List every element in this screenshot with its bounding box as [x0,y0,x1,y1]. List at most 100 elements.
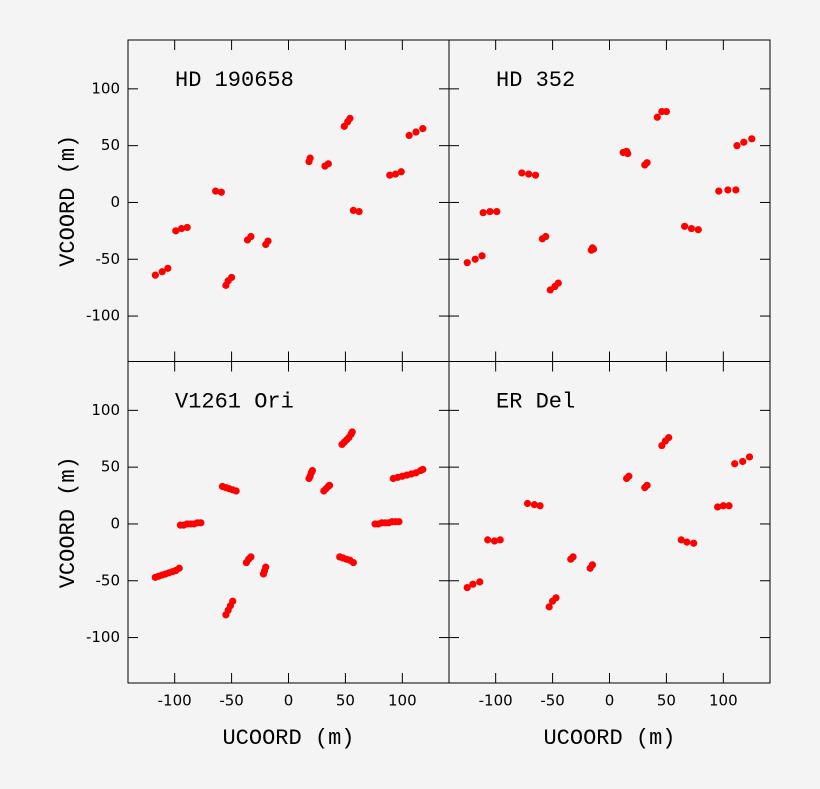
point [469,580,477,588]
point [325,481,334,489]
point [463,583,471,592]
point [349,558,357,567]
point [569,553,577,561]
point [525,170,533,178]
point [681,222,689,230]
point [554,279,562,287]
panel-title: HD 190658 [175,68,294,93]
point [714,503,722,511]
point [486,207,494,216]
point [395,518,403,526]
point [725,502,733,510]
point [183,223,191,232]
point [405,131,413,140]
point [493,207,501,216]
point [227,273,236,282]
point [745,453,754,461]
point [463,259,471,267]
point [471,255,479,263]
y-tick-label: 50 [101,458,120,476]
x-tick-label: -100 [479,692,513,710]
panel-title: ER Del [496,389,575,414]
point [536,502,544,510]
x-tick-label: 100 [388,692,417,710]
point [552,594,560,602]
x-tick-label: -50 [540,692,565,710]
point [164,264,172,272]
y-axis-label: VCOORD (m) [56,135,81,267]
point [478,252,486,260]
point [643,159,651,167]
panel-title: HD 352 [496,68,575,93]
point [479,209,487,217]
point [530,501,538,509]
point [643,481,651,489]
point [740,138,748,146]
x-tick-label: 0 [284,692,294,710]
point [731,460,739,468]
point [419,125,427,133]
point [748,135,756,143]
point [715,187,723,195]
y-tick-label: 0 [110,514,120,532]
x-tick-label: -50 [219,692,244,710]
y-tick-label: -100 [86,628,120,646]
point [683,538,691,546]
panel-frame [448,361,771,684]
point [264,237,272,245]
point [687,224,696,233]
point [386,171,394,179]
point [324,160,332,168]
point [355,207,363,216]
point [665,434,673,442]
point [232,487,240,495]
x-tick-label: 50 [336,692,355,710]
point [484,536,492,544]
point [588,561,597,569]
point [733,142,741,150]
point [518,169,526,177]
x-tick-label: 50 [657,692,676,710]
point [545,603,553,611]
point [419,465,427,474]
point [625,472,633,480]
point [739,457,747,466]
point [476,578,484,586]
x-tick-label: 0 [605,692,615,710]
point [412,128,420,136]
y-tick-label: 100 [91,401,120,419]
point [212,187,220,195]
point [348,428,356,436]
y-tick-label: 100 [91,79,120,97]
point [306,154,314,162]
y-tick-label: -50 [96,571,121,589]
y-tick-label: -100 [86,307,120,325]
point [719,502,727,510]
x-axis-label: UCOORD (m) [222,726,354,751]
x-axis-label: UCOORD (m) [543,726,675,751]
point [724,186,732,194]
point [624,150,632,158]
point [694,226,702,234]
point [349,206,357,215]
point [589,245,598,253]
point [531,171,540,179]
point [177,224,186,233]
point [197,519,205,527]
x-tick-label: 100 [709,692,738,710]
panel-title: V1261 Ori [175,389,294,414]
y-axis-label: VCOORD (m) [56,456,81,588]
point [229,597,237,605]
y-tick-label: 0 [110,193,120,211]
point [542,232,550,241]
point [247,553,255,561]
point [391,170,400,178]
y-tick-label: -50 [96,250,121,268]
point [262,563,270,571]
point [346,114,354,122]
point [172,227,180,235]
point [496,536,504,544]
x-tick-label: -100 [158,692,192,710]
point [653,113,661,121]
